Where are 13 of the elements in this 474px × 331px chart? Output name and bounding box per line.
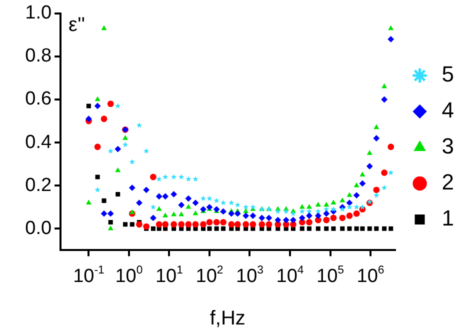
x-axis-title: f,Hz bbox=[210, 308, 246, 330]
y-tick-label: 0.0 bbox=[25, 218, 52, 239]
y-tick-label: 0.8 bbox=[25, 46, 52, 67]
y-tick-label: 0.2 bbox=[25, 174, 52, 196]
y-tick-label: 0.6 bbox=[25, 88, 52, 110]
y-axis-title: ε'' bbox=[68, 14, 86, 36]
legend-label: 3 bbox=[442, 134, 454, 159]
y-tick-label: 0.4 bbox=[25, 132, 52, 153]
legend-label: 4 bbox=[442, 98, 454, 123]
legend-label: 2 bbox=[442, 170, 454, 195]
legend-label: 1 bbox=[442, 206, 454, 231]
y-tick-label: 1.0 bbox=[25, 2, 52, 24]
legend-label: 5 bbox=[442, 62, 454, 87]
